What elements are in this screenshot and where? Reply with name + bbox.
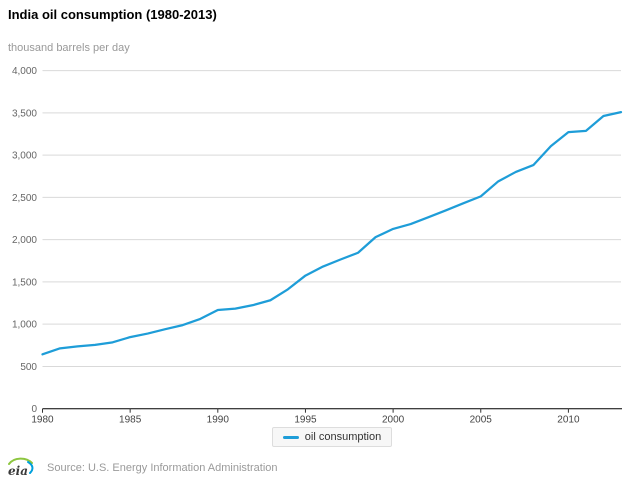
chart-subtitle: thousand barrels per day bbox=[8, 42, 130, 54]
x-axis-tick-label: 2005 bbox=[470, 415, 493, 426]
y-axis-tick-label: 1,000 bbox=[12, 320, 37, 331]
y-axis-tick-label: 4,000 bbox=[12, 66, 37, 77]
legend: oil consumption bbox=[42, 427, 622, 447]
x-axis-tick-label: 2010 bbox=[557, 415, 580, 426]
y-axis-tick-label: 500 bbox=[20, 362, 37, 373]
svg-text:eia: eia bbox=[8, 464, 28, 478]
line-chart-canvas: 0 500 1,000 1,500 2,000 2,500 3,000 3,500 4,000 1… bbox=[12, 66, 623, 426]
y-axis-tick-label: 1,500 bbox=[12, 277, 37, 288]
y-axis-tick-label: 0 bbox=[31, 404, 37, 415]
x-axis-tick-label: 2000 bbox=[382, 415, 405, 426]
x-axis-tick-label: 1985 bbox=[119, 415, 142, 426]
legend-item-oil-consumption[interactable]: oil consumption bbox=[271, 427, 393, 447]
legend-line-swatch-icon bbox=[282, 435, 299, 439]
y-axis-tick-label: 3,500 bbox=[12, 108, 37, 119]
y-axis-tick-label: 2,500 bbox=[12, 193, 37, 204]
x-axis-tick-label: 1990 bbox=[207, 415, 230, 426]
eia-logo: eia bbox=[8, 457, 34, 478]
x-axis-tick-label: 1995 bbox=[294, 415, 317, 426]
series-line-oil-consumption[interactable] bbox=[41, 110, 623, 356]
x-axis-tick-label: 1980 bbox=[31, 415, 54, 426]
y-axis-tick-label: 3,000 bbox=[12, 151, 37, 162]
chart-title: India oil consumption (1980-2013) bbox=[8, 7, 217, 22]
y-axis-tick-label: 2,000 bbox=[12, 235, 37, 246]
legend-label: oil consumption bbox=[304, 431, 382, 443]
footer: eia Source: U.S. Energy Information Admi… bbox=[6, 456, 278, 480]
source-text: Source: U.S. Energy Information Administ… bbox=[47, 462, 278, 474]
